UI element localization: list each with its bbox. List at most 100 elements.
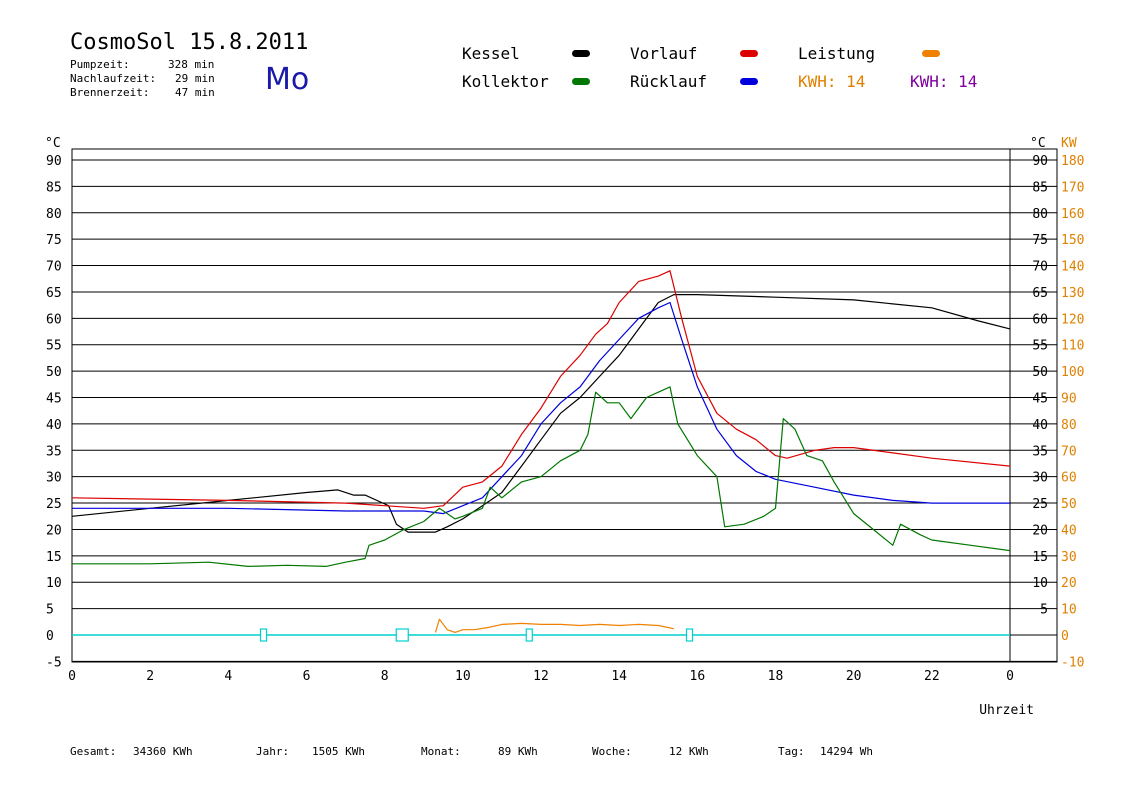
kw-tick-label: 180 <box>1061 154 1084 169</box>
total-label: Gesamt: <box>70 745 117 758</box>
y-tick-label: 80 <box>46 207 62 222</box>
kw-tick-label: 70 <box>1061 444 1077 459</box>
y-tick-label: 85 <box>46 180 62 195</box>
y-tick-label-right: 65 <box>1032 286 1048 301</box>
burner-time-label: Brennerzeit: <box>70 86 150 99</box>
kw-tick-label: 60 <box>1061 471 1077 486</box>
y-tick-label: 60 <box>46 312 62 327</box>
x-tick-label: 4 <box>224 669 232 684</box>
y-tick-label-right: 75 <box>1032 233 1048 248</box>
kw-tick-label: 150 <box>1061 233 1084 248</box>
x-tick-label: 12 <box>533 669 549 684</box>
x-tick-label: 10 <box>455 669 471 684</box>
week-value: 12 KWh <box>669 745 709 758</box>
kwh-total-orange: KWH: 14 <box>798 72 866 91</box>
kw-tick-label: 100 <box>1061 365 1084 380</box>
y-tick-label: 50 <box>46 365 62 380</box>
kw-tick-label: 120 <box>1061 312 1084 327</box>
pump-time-value: 328 min <box>168 58 215 71</box>
chart-title: CosmoSol 15.8.2011 <box>70 30 309 55</box>
y-tick-label: 5 <box>46 603 54 618</box>
y-tick-label: 75 <box>46 233 62 248</box>
plot-frame <box>71 148 1058 663</box>
x-tick-label: 8 <box>381 669 389 684</box>
y-tick-label-right: 90 <box>1032 154 1048 169</box>
kw-tick-label: 110 <box>1061 339 1084 354</box>
y-tick-label: 0 <box>46 629 54 644</box>
run-on-time-value: 29 min <box>175 72 215 85</box>
kw-tick-label: 170 <box>1061 180 1084 195</box>
x-tick-label: 2 <box>146 669 154 684</box>
legend-ruecklauf-label: Rücklauf <box>630 72 708 91</box>
x-tick-label: 6 <box>303 669 311 684</box>
y-tick-label-right: 5 <box>1040 603 1048 618</box>
y-tick-label-right: 20 <box>1032 523 1048 538</box>
series-rücklauf <box>72 301 1010 515</box>
x-axis-label: Uhrzeit <box>979 703 1034 718</box>
x-tick-label: 0 <box>68 669 76 684</box>
year-label: Jahr: <box>256 745 290 758</box>
y-tick-label: 40 <box>46 418 62 433</box>
y-tick-label: 65 <box>46 286 62 301</box>
y-tick-label-right: 70 <box>1032 260 1048 275</box>
y-tick-label-right: 80 <box>1032 207 1048 222</box>
day-total-label: Tag: <box>778 745 805 758</box>
y-axis-unit-left: °C <box>45 136 61 151</box>
series-kessel <box>71 294 1011 533</box>
total-value: 34360 KWh <box>133 745 193 758</box>
legend-ruecklauf-swatch <box>740 78 758 85</box>
pump-marker <box>525 628 533 642</box>
y-tick-label: 90 <box>46 154 62 169</box>
year-value: 1505 KWh <box>312 745 365 758</box>
x-tick-label: 0 <box>1006 669 1014 684</box>
kw-tick-label: 40 <box>1061 523 1077 538</box>
legend-vorlauf-swatch <box>740 50 758 57</box>
y-tick-label-right: 35 <box>1032 444 1048 459</box>
pump-marker <box>259 628 268 642</box>
kw-tick-label: 30 <box>1061 550 1077 565</box>
pump-time-label: Pumpzeit: <box>70 58 130 71</box>
kw-tick-label: 130 <box>1061 286 1084 301</box>
legend-leistung-label: Leistung <box>798 44 876 63</box>
y-tick-label-right: 50 <box>1032 365 1048 380</box>
y-tick-label: 25 <box>46 497 62 512</box>
kw-tick-label: 10 <box>1061 603 1077 618</box>
day-total-value: 14294 Wh <box>820 745 873 758</box>
series-vorlauf <box>71 270 1011 509</box>
burner-time-value: 47 min <box>175 86 215 99</box>
month-value: 89 KWh <box>498 745 538 758</box>
y-tick-label: 55 <box>46 339 62 354</box>
y-tick-label: 35 <box>46 444 62 459</box>
y-tick-label: -5 <box>46 655 62 670</box>
kw-tick-label: 80 <box>1061 418 1077 433</box>
kw-axis-unit: KW <box>1061 136 1077 151</box>
y-tick-label-right: 85 <box>1032 180 1048 195</box>
legend-kollektor-label: Kollektor <box>462 72 549 91</box>
y-tick-label: 10 <box>46 576 62 591</box>
legend-leistung-swatch <box>922 50 940 57</box>
month-label: Monat: <box>421 745 461 758</box>
y-tick-label: 20 <box>46 523 62 538</box>
series-kollektor <box>72 386 1011 568</box>
x-tick-label: 18 <box>768 669 784 684</box>
y-tick-label-right: 15 <box>1032 550 1048 565</box>
y-tick-label-right: 40 <box>1032 418 1048 433</box>
kw-tick-label: -10 <box>1061 655 1084 670</box>
y-tick-label-right: 45 <box>1032 392 1048 407</box>
legend-kollektor-swatch <box>572 78 590 85</box>
kw-tick-label: 50 <box>1061 497 1077 512</box>
y-tick-label-right: 30 <box>1032 471 1048 486</box>
y-tick-label-right: 60 <box>1032 312 1048 327</box>
x-tick-label: 14 <box>611 669 627 684</box>
legend-kessel-swatch <box>572 50 590 57</box>
x-tick-label: 20 <box>846 669 862 684</box>
series-leistung <box>434 618 675 634</box>
kw-tick-label: 160 <box>1061 207 1084 222</box>
kw-tick-label: 90 <box>1061 392 1077 407</box>
y-axis-unit-right: °C <box>1030 136 1046 151</box>
y-tick-label: 30 <box>46 471 62 486</box>
kwh-total-purple: KWH: 14 <box>910 72 978 91</box>
week-label: Woche: <box>592 745 632 758</box>
y-tick-label: 70 <box>46 260 62 275</box>
